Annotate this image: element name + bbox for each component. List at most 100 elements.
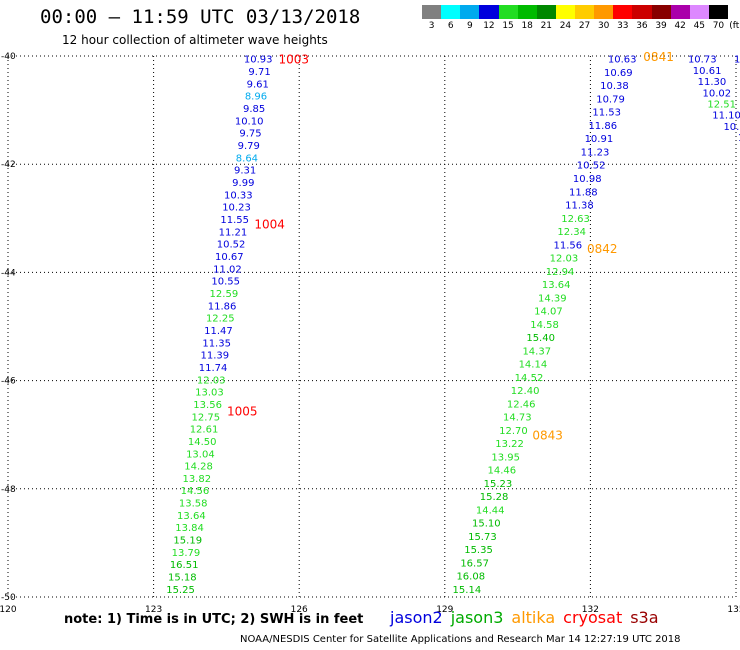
data-point-label: 11.30 (698, 77, 727, 88)
legend-swatch (651, 5, 671, 19)
data-point-label: 10.69 (604, 68, 633, 79)
legend-swatch (479, 5, 499, 19)
data-point-label: 12.46 (507, 399, 536, 410)
data-point-label: 14.07 (534, 307, 563, 318)
legend-label: 18 (521, 21, 533, 31)
data-point-label: 14.28 (184, 462, 213, 473)
legend-label: 6 (447, 21, 454, 31)
data-point-label: 13.64 (542, 280, 571, 291)
legend-label: 21 (540, 21, 553, 31)
legend-swatch (594, 5, 614, 19)
data-point-label: 12.25 (206, 314, 235, 325)
data-point-label: 10.5 (723, 122, 740, 133)
data-point-label: 11.39 (201, 351, 230, 362)
data-point-label: 9.71 (248, 67, 270, 78)
data-point-label: 12.63 (561, 214, 590, 225)
data-point-label: 10.61 (693, 66, 722, 77)
legend-label: 27 (578, 21, 591, 31)
data-point-label: 10.23 (222, 203, 251, 214)
data-point-label: 16.57 (460, 558, 489, 569)
page-subtitle: 12 hour collection of altimeter wave hei… (62, 33, 328, 47)
legend-label: 39 (655, 21, 667, 31)
legend-label: 30 (597, 21, 610, 31)
legend-swatch (422, 5, 442, 19)
satellite-legend: jason2 jason3 altika cryosat s3a (390, 608, 667, 627)
data-point-label: 16.08 (456, 572, 485, 583)
legend-label: 33 (617, 21, 629, 31)
data-point-label: 15.25 (166, 585, 195, 596)
data-point-label: 15.73 (468, 532, 497, 543)
data-point-label: 12.61 (190, 425, 219, 436)
data-point-label: 12.51 (707, 100, 736, 111)
legend-swatch (708, 5, 728, 19)
x-tick-label: 129 (436, 605, 453, 615)
data-point-label: 13.04 (186, 449, 215, 460)
data-point-label: 9.31 (234, 166, 256, 177)
data-point-label: 10.52 (577, 161, 606, 172)
page-title: 00:00 – 11:59 UTC 03/13/2018 (40, 6, 361, 28)
data-point-label: 11.88 (569, 187, 598, 198)
data-point-label: 14.39 (538, 293, 567, 304)
data-point-label: 13.82 (182, 474, 211, 485)
legend-swatch (575, 5, 595, 19)
data-point-label: 12.40 (511, 386, 540, 397)
data-point-label: 11.10 (712, 111, 740, 122)
x-tick-label: 126 (291, 605, 308, 615)
time-label: 0842 (587, 242, 618, 256)
data-point-label: 14.52 (515, 373, 544, 384)
time-label: 1004 (254, 218, 285, 232)
data-point-label: 10.02 (703, 88, 732, 99)
data-point-label: 10.76 (734, 55, 740, 66)
data-point-label: 14.50 (188, 437, 217, 448)
data-point-label: 9.99 (232, 178, 254, 189)
data-point-label: 14.46 (488, 466, 517, 477)
data-point-label: 10.38 (600, 81, 629, 92)
data-point-label: 14.37 (522, 346, 551, 357)
data-point-label: 10.93 (244, 55, 273, 66)
legend-swatch (555, 5, 575, 19)
data-point-label: 11.21 (219, 227, 248, 238)
data-point-label: 10.10 (235, 116, 264, 127)
data-point-label: 12.59 (210, 289, 239, 300)
data-point-label: 15.28 (480, 492, 509, 503)
data-point-label: 10.55 (211, 277, 240, 288)
data-point-label: 13.03 (195, 388, 224, 399)
data-point-label: 12.03 (197, 375, 226, 386)
legend-swatch (517, 5, 537, 19)
satellite-altika: altika (511, 608, 556, 627)
data-point-label: 11.38 (565, 201, 594, 212)
data-point-label: 10.63 (608, 55, 637, 66)
data-point-label: 15.23 (484, 479, 513, 490)
x-tick-label: 132 (582, 605, 599, 615)
legend-unit: (ft) (729, 21, 740, 31)
credit-line: NOAA/NESDIS Center for Satellite Applica… (240, 634, 681, 645)
color-legend-bar (422, 5, 728, 19)
legend-swatch (632, 5, 652, 19)
data-point-label: 10.91 (585, 134, 614, 145)
data-point-label: 11.23 (581, 147, 610, 158)
legend-swatch (670, 5, 690, 19)
data-point-label: 13.84 (175, 523, 204, 534)
satellite-jason3: jason3 (450, 608, 504, 627)
legend-label: 70 (712, 21, 725, 31)
legend-swatch (689, 5, 709, 19)
data-point-label: 13.79 (172, 548, 201, 559)
data-point-label: 10.67 (215, 252, 244, 263)
data-point-label: 10.52 (217, 240, 246, 251)
data-point-label: 14.14 (519, 360, 548, 371)
time-label: 1005 (227, 404, 258, 418)
data-point-label: 15.18 (168, 573, 197, 584)
data-point-label: 13.22 (495, 439, 524, 450)
data-point-label: 14.44 (476, 505, 505, 516)
data-point-label: 13.56 (193, 400, 222, 411)
data-point-label: 12.03 (550, 254, 579, 265)
data-point-label: 13.58 (179, 499, 208, 510)
y-tick-label: -50 (1, 593, 16, 603)
x-tick-label: 135 (727, 605, 740, 615)
data-point-label: 10.73 (688, 55, 717, 66)
x-tick-label: 123 (145, 605, 162, 615)
data-point-label: 8.96 (245, 92, 267, 103)
legend-swatch (536, 5, 556, 19)
